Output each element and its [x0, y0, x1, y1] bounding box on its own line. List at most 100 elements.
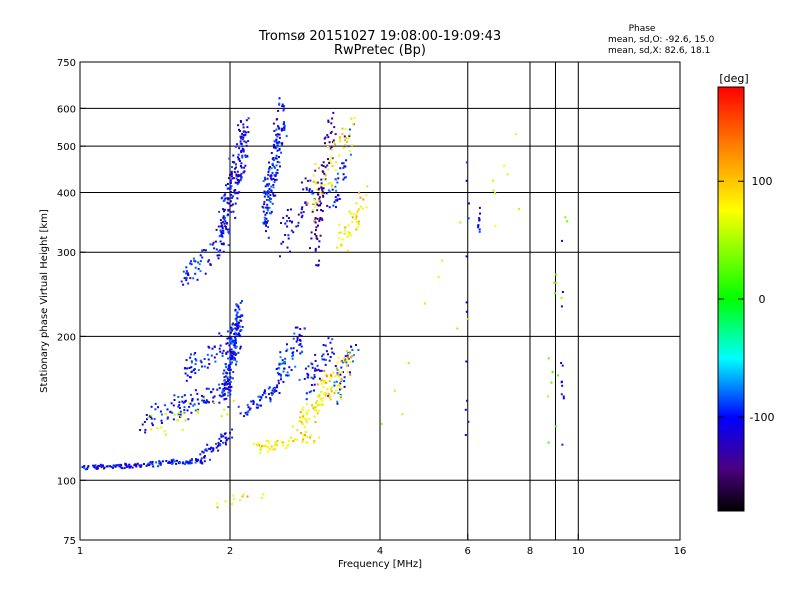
data-point	[226, 350, 229, 353]
data-point	[172, 404, 175, 407]
data-point	[225, 342, 228, 345]
data-point	[278, 156, 280, 158]
data-point	[352, 213, 355, 216]
data-point	[228, 339, 231, 342]
data-point	[330, 347, 333, 350]
data-point	[344, 355, 347, 358]
data-point	[272, 144, 275, 147]
stats-line-x: mean, sd,X: 82.6, 18.1	[608, 46, 710, 56]
colorbar-unit: [deg]	[719, 72, 748, 85]
data-point	[237, 405, 240, 408]
data-point	[347, 352, 350, 355]
data-point	[159, 410, 162, 413]
data-point	[275, 368, 278, 370]
data-point	[314, 229, 317, 232]
data-point	[239, 140, 242, 143]
data-point	[322, 191, 325, 194]
data-point	[202, 401, 205, 404]
data-point	[223, 208, 226, 211]
data-point	[356, 210, 359, 213]
data-point	[317, 204, 320, 207]
data-point	[262, 210, 265, 213]
data-point	[159, 463, 162, 466]
data-point	[225, 397, 228, 400]
data-point	[224, 197, 227, 200]
data-point	[213, 345, 216, 348]
data-point	[314, 406, 317, 409]
data-point	[225, 375, 227, 378]
data-point	[197, 261, 200, 264]
data-point	[437, 276, 440, 279]
data-point	[316, 383, 319, 386]
data-point	[285, 374, 288, 377]
data-point	[220, 243, 223, 246]
data-point	[194, 272, 197, 275]
data-point	[264, 192, 267, 195]
data-point	[326, 146, 329, 149]
data-point	[230, 338, 233, 341]
data-point	[347, 356, 349, 359]
data-point	[272, 186, 275, 189]
data-point	[227, 391, 230, 394]
data-point	[241, 132, 244, 135]
data-point	[190, 459, 193, 462]
data-point	[239, 174, 242, 177]
data-point	[227, 202, 230, 205]
data-point	[466, 399, 469, 402]
data-point	[319, 398, 322, 401]
data-point	[222, 372, 225, 375]
data-point	[222, 394, 225, 396]
data-point	[193, 260, 196, 262]
data-point	[257, 395, 260, 398]
data-point	[316, 193, 319, 196]
data-point	[506, 173, 509, 176]
data-point	[234, 308, 237, 311]
data-point	[230, 170, 233, 173]
data-point	[561, 364, 564, 367]
data-point	[314, 421, 317, 424]
data-point	[317, 224, 319, 227]
data-point	[276, 386, 278, 389]
data-point	[270, 190, 273, 193]
data-point	[260, 404, 262, 407]
data-point	[347, 145, 350, 148]
data-point	[456, 327, 459, 330]
data-point	[218, 383, 221, 386]
data-point	[265, 191, 268, 194]
data-point	[219, 240, 222, 243]
data-point	[312, 377, 315, 380]
data-point	[271, 202, 274, 205]
data-point	[222, 349, 225, 352]
data-point	[281, 143, 284, 146]
data-point	[288, 219, 291, 222]
data-point	[227, 231, 230, 234]
data-point	[274, 179, 277, 181]
data-point	[331, 188, 334, 191]
data-point	[295, 340, 298, 343]
data-point	[151, 422, 154, 425]
data-point	[235, 314, 238, 317]
data-point	[240, 151, 243, 154]
data-point	[180, 415, 182, 418]
data-point	[201, 365, 203, 368]
data-point	[205, 449, 208, 452]
data-point	[304, 431, 307, 433]
data-point	[216, 506, 219, 509]
data-point	[228, 197, 231, 200]
data-point	[562, 397, 565, 400]
data-point	[423, 302, 426, 305]
data-point	[348, 128, 351, 131]
data-point	[246, 413, 249, 416]
data-point	[138, 464, 141, 467]
data-point	[189, 462, 192, 465]
data-point	[223, 379, 226, 382]
data-point	[203, 358, 206, 360]
data-point	[173, 394, 176, 397]
data-point	[229, 383, 231, 386]
data-point	[319, 218, 321, 221]
data-point	[330, 390, 333, 393]
data-point	[333, 384, 336, 387]
data-point	[327, 168, 330, 171]
data-point	[227, 244, 230, 247]
data-point	[186, 367, 189, 370]
